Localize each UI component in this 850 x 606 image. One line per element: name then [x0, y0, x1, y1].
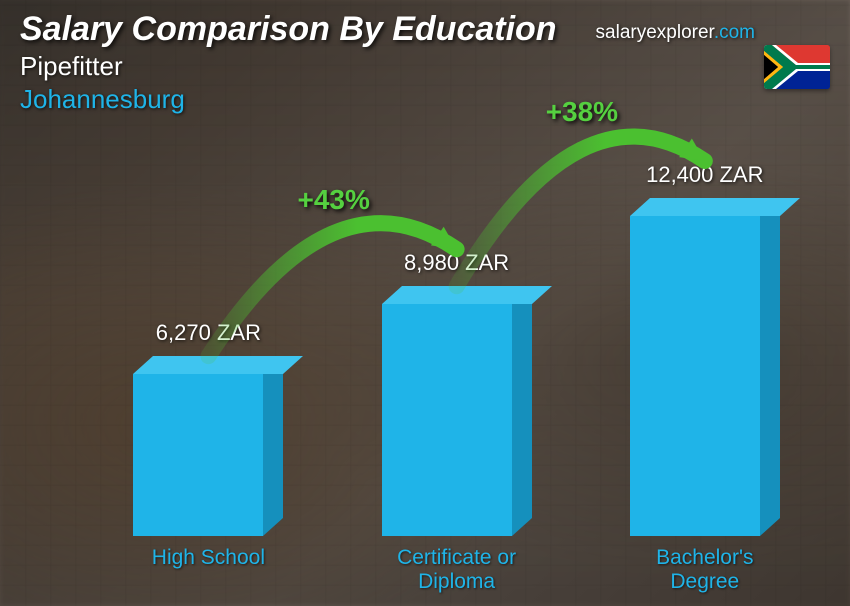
increase-label: +38%	[546, 96, 618, 128]
bar-top	[133, 356, 303, 374]
bar-value-label: 12,400 ZAR	[646, 162, 763, 188]
source-name: salaryexplorer	[596, 22, 714, 43]
bar-top	[630, 198, 800, 216]
chart-location: Johannesburg	[20, 84, 830, 115]
increase-label: +43%	[298, 184, 370, 216]
bar-3d	[382, 304, 532, 536]
chart-area: 6,270 ZARHigh School8,980 ZARCertificate…	[60, 140, 790, 536]
bar-side	[263, 356, 283, 536]
bar-top	[382, 286, 552, 304]
country-flag-icon	[764, 45, 830, 89]
bar-category-label: Certificate orDiploma	[397, 546, 516, 594]
bar-value-label: 6,270 ZAR	[156, 320, 261, 346]
bar-3d	[630, 216, 780, 536]
bar-value-label: 8,980 ZAR	[404, 250, 509, 276]
bar-category-label: High School	[152, 546, 265, 570]
bar-category-label: Bachelor'sDegree	[656, 546, 753, 594]
source-attribution: salaryexplorer.com	[596, 22, 755, 44]
source-suffix: .com	[714, 22, 755, 43]
bar-3d	[133, 374, 283, 536]
bar-side	[512, 286, 532, 536]
bar-front	[630, 216, 760, 536]
bar-front	[133, 374, 263, 536]
bar-side	[760, 198, 780, 536]
bar-front	[382, 304, 512, 536]
chart-subtitle: Pipefitter	[20, 51, 830, 82]
